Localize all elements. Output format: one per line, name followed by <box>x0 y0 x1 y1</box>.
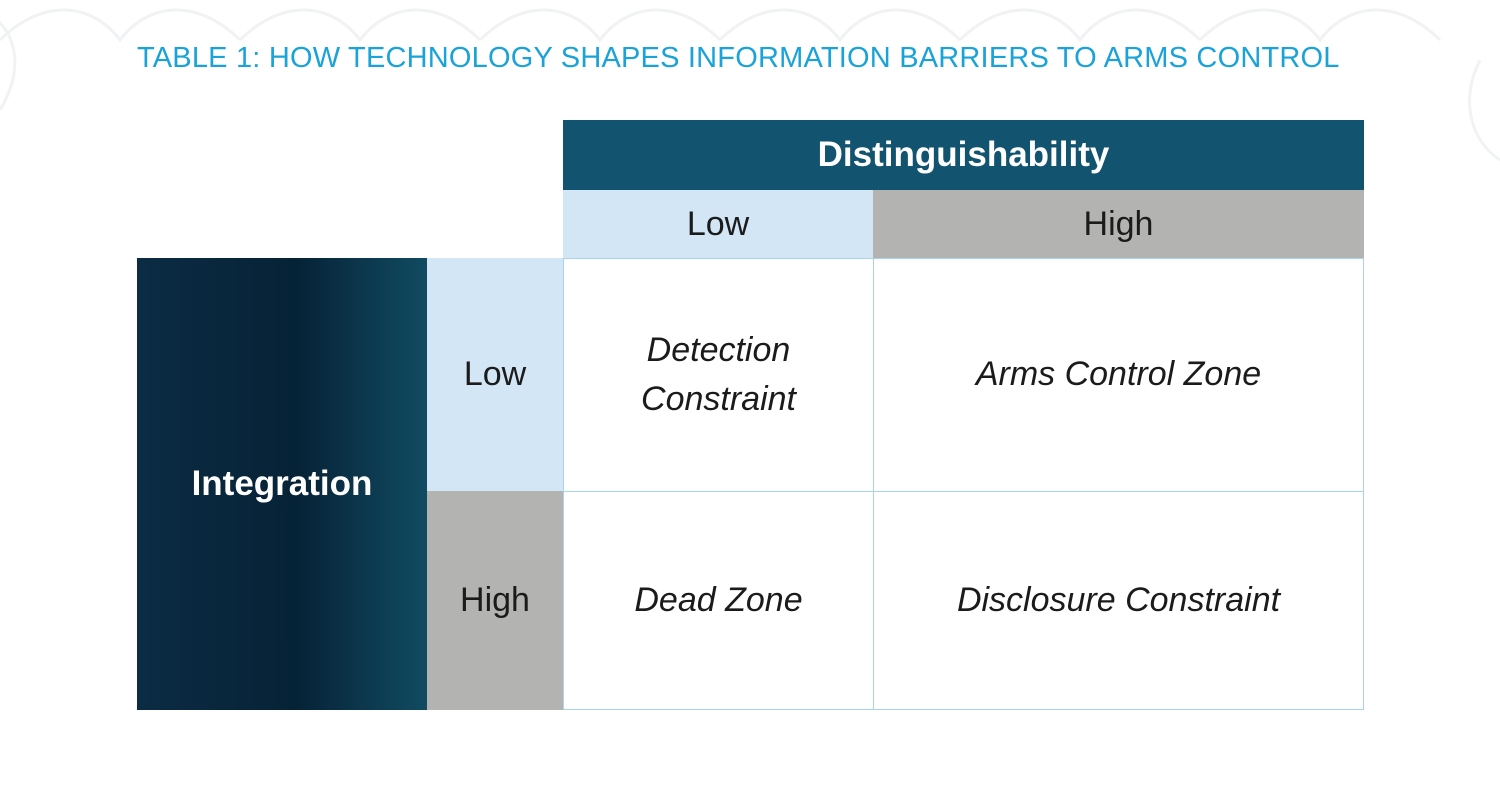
column-group-header: Distinguishability <box>563 120 1364 190</box>
row-group-header: Integration <box>137 258 427 710</box>
table-title: TABLE 1: HOW TECHNOLOGY SHAPES INFORMATI… <box>137 42 1340 74</box>
column-header-high: High <box>873 190 1364 258</box>
table-cell-text: Dead Zone <box>634 580 803 619</box>
table-cell-high-low: Dead Zone <box>563 491 874 710</box>
column-header-low: Low <box>563 190 873 258</box>
table-cell-low-low: Detection Constraint <box>563 258 874 492</box>
table-cell-text: Disclosure Constraint <box>956 580 1281 619</box>
table-cell-high-high: Disclosure Constraint <box>873 491 1364 710</box>
table-cell-low-high: Arms Control Zone <box>873 258 1364 492</box>
table-cell-text: Arms Control Zone <box>975 355 1262 394</box>
row-header-low: Low <box>427 258 563 491</box>
row-header-high: High <box>427 491 563 710</box>
table-cell-text: Detection Constraint <box>641 330 796 418</box>
